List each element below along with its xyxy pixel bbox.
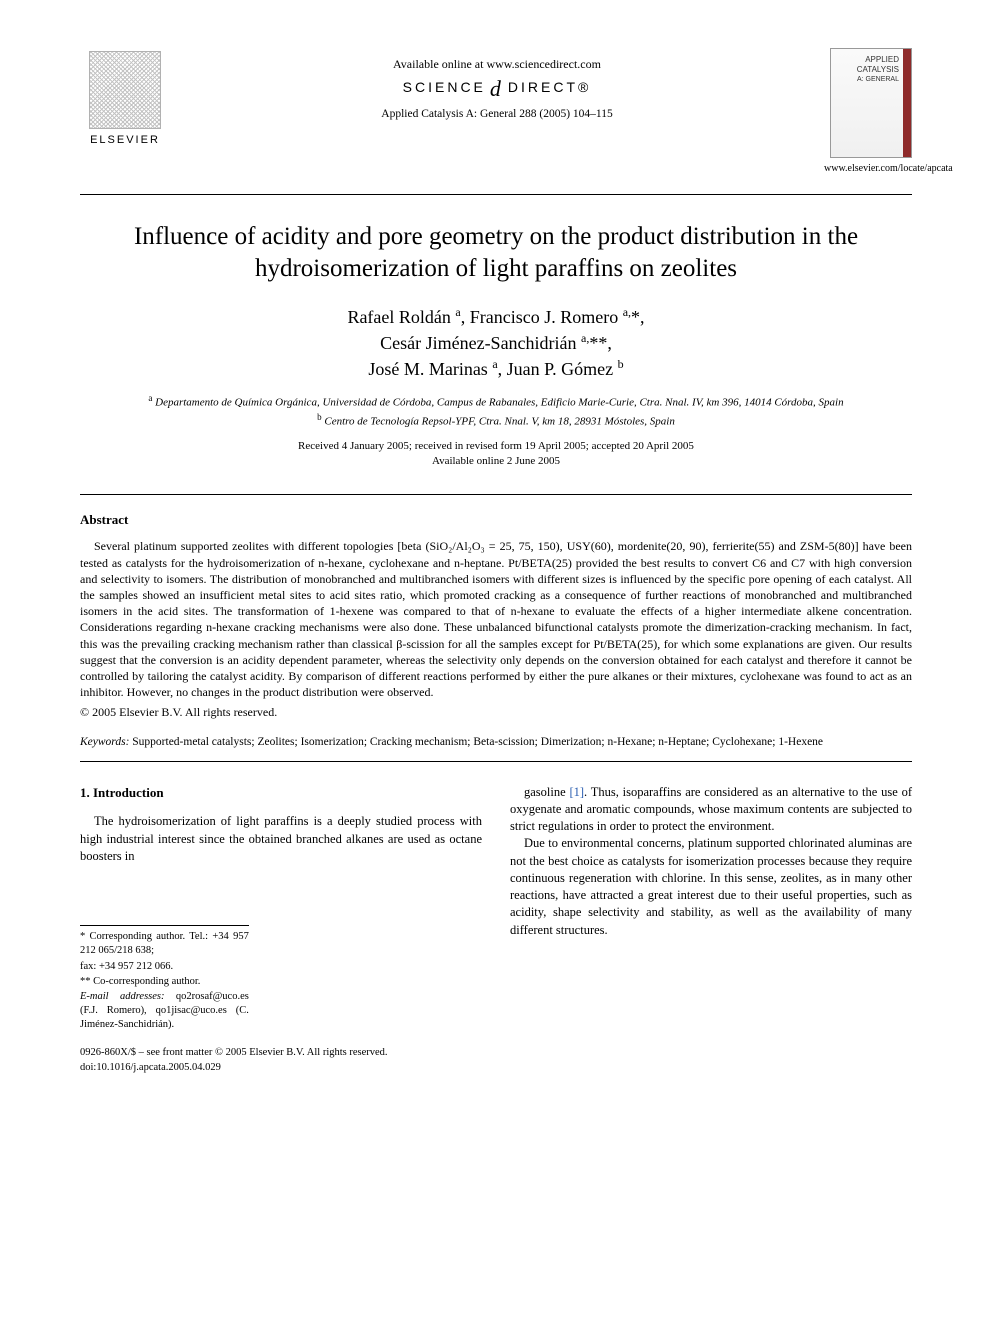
abstract-copyright: © 2005 Elsevier B.V. All rights reserved… — [80, 704, 912, 720]
sd-right: DIRECT® — [508, 79, 591, 95]
available-online-text: Available online at www.sciencedirect.co… — [170, 56, 824, 72]
affiliation-a: Departamento de Química Orgánica, Univer… — [155, 397, 843, 409]
publisher-name: ELSEVIER — [90, 133, 160, 148]
locate-url: www.elsevier.com/locate/apcata — [824, 162, 912, 176]
article-dates: Received 4 January 2005; received in rev… — [80, 439, 912, 470]
journal-reference: Applied Catalysis A: General 288 (2005) … — [170, 107, 824, 123]
page-header: ELSEVIER Available online at www.science… — [80, 48, 912, 176]
section-1-heading: 1. Introduction — [80, 784, 482, 802]
emails-label: E-mail addresses: — [80, 991, 164, 1002]
sd-left: SCIENCE — [403, 79, 486, 95]
intro-p1-right: gasoline [1]. Thus, isoparaffins are con… — [510, 784, 912, 836]
footer-block: 0926-860X/$ – see front matter © 2005 El… — [80, 1046, 482, 1074]
cover-thumbnail: APPLIED CATALYSIS A: GENERAL — [830, 48, 912, 158]
sd-at-icon: d — [490, 80, 504, 98]
intro-p2-right: Due to environmental concerns, platinum … — [510, 835, 912, 939]
header-center: Available online at www.sciencedirect.co… — [170, 48, 824, 123]
dates-line1: Received 4 January 2005; received in rev… — [298, 440, 694, 452]
abstract-heading: Abstract — [80, 511, 912, 529]
corresponding-author-1-fax: fax: +34 957 212 066. — [80, 960, 249, 974]
body-columns: 1. Introduction The hydroisomerization o… — [80, 784, 912, 1075]
intro-p1-left: The hydroisomerization of light paraffin… — [80, 813, 482, 865]
article-title: Influence of acidity and pore geometry o… — [120, 221, 872, 286]
keywords-list: Supported-metal catalysts; Zeolites; Iso… — [132, 736, 823, 748]
abstract-bottom-rule — [80, 761, 912, 762]
corresponding-author-1: * Corresponding author. Tel.: +34 957 21… — [80, 930, 249, 958]
dates-line2: Available online 2 June 2005 — [432, 455, 560, 467]
elsevier-tree-icon — [89, 51, 161, 129]
cover-stripe-icon — [903, 49, 911, 157]
authors-block: Rafael Roldán a, Francisco J. Romero a,*… — [80, 304, 912, 383]
publisher-logo: ELSEVIER — [80, 48, 170, 148]
affiliation-b: Centro de Tecnología Repsol-YPF, Ctra. N… — [324, 415, 674, 427]
keywords-label: Keywords: — [80, 736, 129, 748]
footer-doi: doi:10.1016/j.apcata.2005.04.029 — [80, 1061, 482, 1075]
citation-ref-1[interactable]: [1] — [569, 785, 584, 799]
cover-title: APPLIED CATALYSIS A: GENERAL — [837, 55, 899, 85]
keywords-block: Keywords: Supported-metal catalysts; Zeo… — [80, 734, 912, 750]
sciencedirect-logo: SCIENCEdDIRECT® — [170, 78, 824, 97]
right-column: gasoline [1]. Thus, isoparaffins are con… — [510, 784, 912, 1075]
email-addresses: E-mail addresses: qo2rosaf@uco.es (F.J. … — [80, 990, 249, 1033]
affiliations: a Departamento de Química Orgánica, Univ… — [80, 392, 912, 429]
abstract-top-rule — [80, 494, 912, 495]
journal-cover: APPLIED CATALYSIS A: GENERAL www.elsevie… — [824, 48, 912, 176]
header-rule — [80, 194, 912, 195]
footnotes-block: * Corresponding author. Tel.: +34 957 21… — [80, 925, 249, 1032]
corresponding-author-2: ** Co-corresponding author. — [80, 975, 249, 989]
abstract-body: Several platinum supported zeolites with… — [80, 538, 912, 700]
left-column: 1. Introduction The hydroisomerization o… — [80, 784, 482, 1075]
footer-issn: 0926-860X/$ – see front matter © 2005 El… — [80, 1046, 482, 1060]
